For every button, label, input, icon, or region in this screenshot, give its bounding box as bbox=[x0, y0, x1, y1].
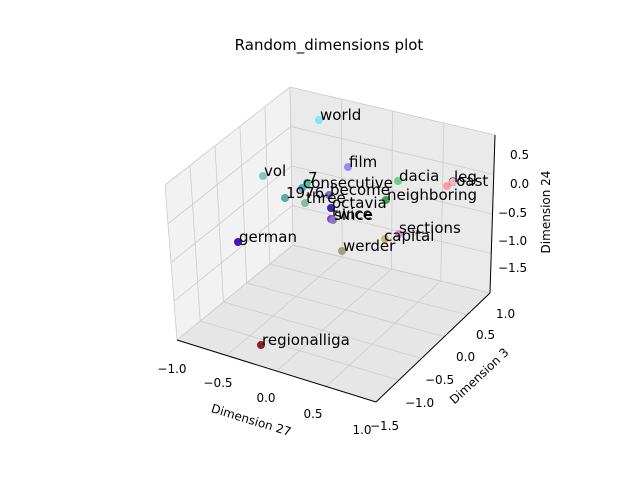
point-consecutive bbox=[298, 184, 306, 192]
z-axis-label: Dimension 24 bbox=[539, 171, 553, 254]
point-octavia bbox=[327, 204, 335, 212]
grid-line bbox=[291, 165, 493, 215]
grid-line bbox=[176, 244, 294, 341]
y-tick-1: −1.0 bbox=[405, 396, 434, 410]
point-dacia bbox=[394, 177, 402, 185]
x-axis-line bbox=[176, 339, 377, 403]
z-tick-1: −1.0 bbox=[498, 234, 527, 248]
point-world bbox=[315, 116, 323, 124]
point-label-german: german bbox=[239, 228, 297, 246]
x-tick-2: 0.0 bbox=[256, 391, 275, 405]
point-label-vol: vol bbox=[264, 162, 286, 180]
z-tick-0: −1.5 bbox=[498, 261, 527, 275]
point-label-film: film bbox=[349, 153, 377, 171]
grid-line bbox=[173, 205, 293, 302]
point-coast bbox=[443, 182, 451, 190]
x-tick-4: 1.0 bbox=[352, 423, 371, 437]
point-film bbox=[344, 163, 352, 171]
point-label-become: become bbox=[330, 181, 390, 199]
grid-line bbox=[292, 244, 491, 294]
grid-line bbox=[292, 205, 492, 254]
grid-line bbox=[170, 165, 292, 263]
grid-line bbox=[167, 126, 291, 225]
y-tick-4: 0.5 bbox=[476, 328, 495, 342]
point-label-7: 7 bbox=[308, 169, 318, 187]
point-label-sections: sections bbox=[399, 219, 461, 237]
y-tick-2: −0.5 bbox=[425, 373, 454, 387]
point-1976 bbox=[281, 194, 289, 202]
grid-line bbox=[226, 256, 343, 356]
point-label-1976: 1976 bbox=[286, 184, 324, 202]
grid-line bbox=[269, 263, 468, 316]
point-label-octavia: octavia bbox=[332, 194, 387, 212]
point-label-neighboring: neighboring bbox=[387, 186, 477, 204]
point-werder bbox=[338, 247, 346, 255]
z-tick-4: 0.5 bbox=[510, 148, 529, 162]
x-tick-1: −0.5 bbox=[203, 376, 232, 390]
point-german bbox=[234, 238, 242, 246]
point-since bbox=[329, 216, 337, 224]
y-tick-3: 0.0 bbox=[456, 350, 475, 364]
point-label-dacia: dacia bbox=[399, 167, 439, 185]
z-tick-2: −0.5 bbox=[498, 206, 527, 220]
point-label-capital: capital bbox=[384, 227, 434, 245]
x-tick-3: 0.5 bbox=[303, 407, 322, 421]
y-axis-line bbox=[375, 292, 491, 403]
point-three bbox=[301, 199, 309, 207]
grid-line bbox=[289, 86, 496, 136]
point-leg bbox=[449, 178, 457, 186]
point-capital bbox=[381, 235, 389, 243]
point-label-consecutive: consecutive bbox=[303, 174, 393, 192]
point-7 bbox=[303, 179, 311, 187]
point-label-leg: leg bbox=[454, 168, 477, 186]
point-label-coast: coast bbox=[448, 172, 488, 190]
grid-line bbox=[223, 301, 422, 359]
floor-pane bbox=[177, 245, 490, 402]
grid-line bbox=[246, 282, 445, 337]
point-label-regionalliga: regionalliga bbox=[262, 331, 350, 349]
z-axis-line bbox=[489, 134, 496, 294]
y-tick-0: −1.5 bbox=[370, 419, 399, 433]
z-tick-3: 0.0 bbox=[510, 177, 529, 191]
grid-line bbox=[164, 86, 291, 186]
point-label-world: world bbox=[320, 106, 361, 124]
y-tick-5: 1.0 bbox=[496, 307, 515, 321]
x-tick-0: −1.0 bbox=[157, 362, 186, 376]
point-label-three: three bbox=[306, 189, 346, 207]
point-label-since: since bbox=[334, 206, 373, 224]
grid-line bbox=[200, 320, 399, 381]
x-axis-label: Dimension 27 bbox=[209, 401, 292, 439]
point-neighboring bbox=[382, 196, 390, 204]
point-label-twice: twice bbox=[332, 205, 372, 223]
point-label-werder: werder bbox=[343, 237, 396, 255]
point-vol bbox=[259, 172, 267, 180]
point-sections bbox=[395, 230, 403, 238]
point-regionalliga bbox=[257, 341, 265, 349]
grid-line bbox=[325, 280, 442, 387]
point-become bbox=[325, 191, 333, 199]
chart-title: Random_dimensions plot bbox=[235, 36, 424, 55]
grid-line bbox=[276, 268, 392, 372]
grid-line bbox=[290, 126, 494, 175]
